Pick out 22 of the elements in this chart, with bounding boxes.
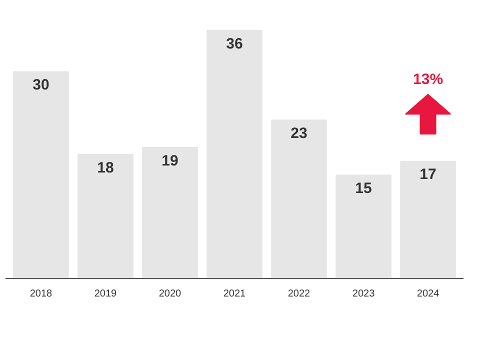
bar [78, 154, 134, 278]
x-tick-label: 2023 [352, 288, 376, 300]
data-label: 19 [162, 152, 178, 170]
bar [142, 147, 198, 278]
x-tick-label: 2022 [288, 288, 311, 300]
x-tick-label: 2018 [30, 288, 53, 300]
x-tick-label: 2021 [223, 288, 246, 300]
bar [271, 119, 327, 278]
data-label: 18 [97, 159, 114, 176]
x-tick-label: 2024 [416, 288, 440, 300]
bar [206, 30, 262, 278]
annotation: 13% [413, 70, 444, 88]
data-label: 30 [32, 76, 50, 94]
data-label: 23 [290, 124, 308, 142]
bar [13, 71, 69, 278]
data-label: 17 [420, 166, 436, 184]
data-label: 36 [226, 35, 243, 52]
x-tick-label: 2019 [94, 288, 118, 300]
x-tick-label: 2020 [158, 288, 182, 300]
bar [400, 160, 456, 278]
bar [336, 174, 392, 278]
data-label: 15 [355, 180, 372, 198]
